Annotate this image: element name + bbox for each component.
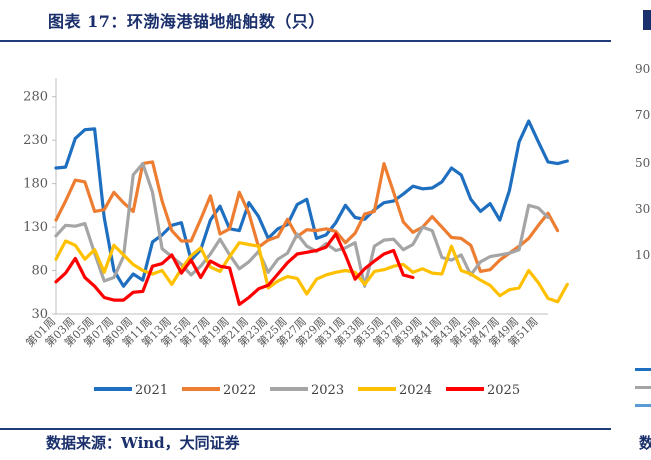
adjacent-title-marker <box>643 10 651 30</box>
adjacent-legend-line <box>635 368 651 371</box>
adjacent-y-tick: 50 <box>635 156 651 170</box>
y-tick-label: 180 <box>23 177 48 192</box>
adjacent-y-tick: 10 <box>635 248 651 262</box>
adjacent-legend-line <box>635 404 651 407</box>
series-line-2021 <box>54 119 569 288</box>
adjacent-y-tick: 90 <box>635 62 651 76</box>
figure-title: 图表 17：环渤海港锚地船舶数（只） <box>48 12 325 31</box>
y-tick-label: 280 <box>23 90 48 105</box>
y-tick-label: 130 <box>23 220 48 235</box>
series-line-2025 <box>54 232 415 306</box>
legend-label-2022: 2022 <box>223 383 256 398</box>
series-line-2024 <box>54 239 569 304</box>
adjacent-y-tick: 70 <box>635 108 651 122</box>
title-divider <box>0 40 611 42</box>
y-tick-label: 30 <box>31 307 48 322</box>
series-layer <box>54 119 569 306</box>
legend-label-2023: 2023 <box>311 383 344 398</box>
adjacent-y-tick: 30 <box>635 202 651 216</box>
series-line-2022 <box>54 160 560 273</box>
adjacent-legend-line <box>635 386 651 389</box>
source-note: 数据来源：Wind，大同证券 <box>46 434 240 452</box>
adjacent-source-fragment: 数 <box>639 434 651 452</box>
line-chart: 30 80 130 180 230 280 第01周第03周第05周第07周第09周第11… <box>23 78 569 398</box>
series-line-2023 <box>54 161 550 288</box>
y-axis: 30 80 130 180 230 280 <box>23 78 57 322</box>
x-axis: 第01周第03周第05周第07周第09周第11周第13周第15周第17周第19周… <box>23 313 548 350</box>
legend-label-2025: 2025 <box>487 383 520 398</box>
y-tick-label: 230 <box>23 133 48 148</box>
y-tick-label: 80 <box>31 264 48 279</box>
legend-label-2021: 2021 <box>135 383 168 398</box>
chart-legend: 2021 2022 2023 2024 2025 <box>94 383 520 398</box>
source-divider <box>0 428 611 430</box>
adjacent-chart-fragment: 90 70 50 30 10 数 <box>611 0 651 460</box>
legend-label-2024: 2024 <box>399 383 432 398</box>
